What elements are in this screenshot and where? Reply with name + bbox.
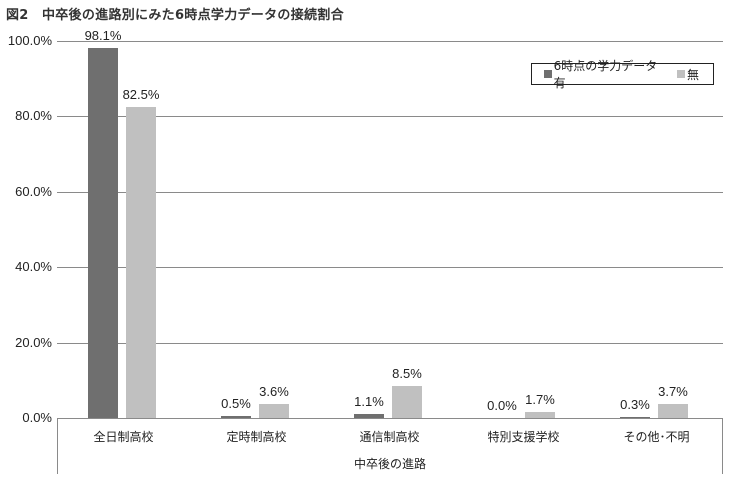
y-tick-label: 40.0% — [15, 259, 52, 274]
data-label: 0.5% — [221, 396, 251, 411]
bar-with-data — [354, 414, 384, 418]
gridline — [57, 192, 723, 193]
bar-without-data — [525, 412, 555, 418]
data-label: 8.5% — [392, 366, 422, 381]
bar-with-data — [88, 48, 118, 418]
chart-title: 図2 中卒後の進路別にみた6時点学力データの接続割合 — [6, 8, 344, 23]
data-label: 0.3% — [620, 397, 650, 412]
legend-label: 無 — [686, 67, 699, 82]
data-label: 98.1% — [84, 28, 122, 43]
gridline — [57, 41, 723, 42]
data-label: 0.0% — [487, 398, 517, 413]
x-axis-frame — [57, 418, 723, 474]
bar-with-data — [620, 417, 650, 418]
x-tick-label: 通信制高校 — [359, 430, 420, 444]
legend-swatch-light — [676, 70, 685, 78]
bar-without-data — [658, 404, 688, 418]
legend-item-has-data: 6時点の学力データ有 — [544, 57, 663, 91]
legend-item-no-data: 無 — [676, 66, 699, 83]
legend: 6時点の学力データ有 無 — [531, 59, 714, 90]
bar-without-data — [259, 404, 289, 418]
legend-label: 6時点の学力データ有 — [553, 59, 658, 90]
data-label: 1.7% — [525, 392, 555, 407]
y-tick-label: 100.0% — [7, 33, 52, 48]
x-tick-label: 全日制高校 — [93, 430, 154, 444]
x-axis-label: 中卒後の進路 — [353, 457, 426, 471]
legend-swatch-dark — [544, 70, 552, 78]
x-tick-label: その他･不明 — [623, 430, 690, 444]
y-tick-label: 80.0% — [15, 108, 52, 123]
y-tick-label: 60.0% — [15, 184, 52, 199]
y-tick-label: 20.0% — [15, 335, 52, 350]
y-tick-label: 0.0% — [22, 410, 52, 425]
bar-without-data — [126, 107, 156, 418]
bar-without-data — [392, 386, 422, 418]
gridline — [57, 116, 723, 117]
data-label: 3.7% — [658, 384, 688, 399]
bar-with-data — [221, 416, 251, 418]
x-tick-label: 定時制高校 — [226, 430, 287, 444]
data-label: 3.6% — [259, 384, 289, 399]
data-label: 82.5% — [122, 87, 160, 102]
gridline — [57, 267, 723, 268]
data-label: 1.1% — [354, 394, 384, 409]
gridline — [57, 418, 723, 419]
gridline — [57, 343, 723, 344]
x-tick-label: 特別支援学校 — [487, 430, 560, 444]
